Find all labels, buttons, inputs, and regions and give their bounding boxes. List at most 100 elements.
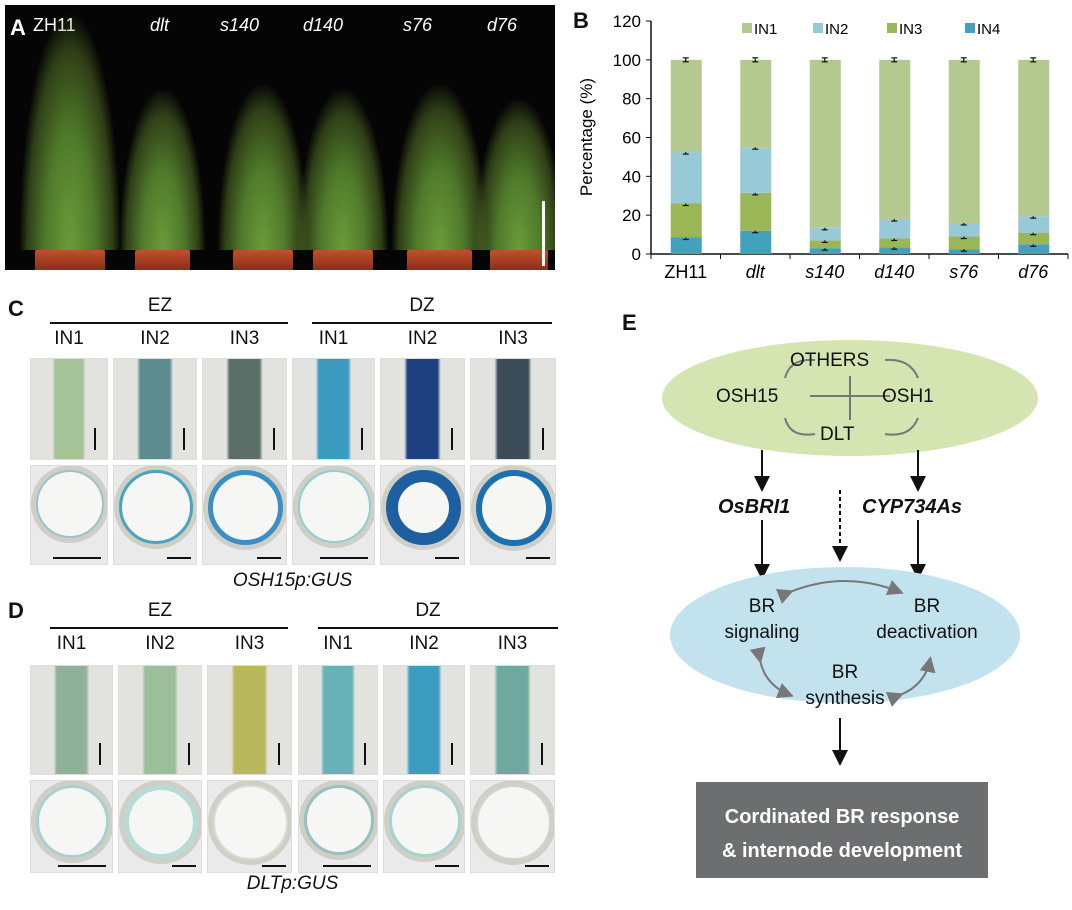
- bar-in4-s140: [809, 248, 841, 254]
- rice-plant: [20, 15, 120, 250]
- cross-section-image: [298, 780, 378, 873]
- bar-in1-s76: [948, 59, 980, 223]
- scale-bar: [451, 743, 453, 765]
- label-osbri1: OsBRI1: [718, 496, 791, 518]
- stem-section: [36, 785, 109, 858]
- y-tick-label: 20: [622, 206, 641, 225]
- error-bar: [752, 57, 759, 63]
- divider-line: [312, 322, 552, 324]
- legend-swatch: [813, 23, 823, 33]
- genotype-label: s140: [220, 15, 260, 35]
- zone-header: DZ: [409, 295, 435, 316]
- stem-section: [208, 470, 283, 545]
- label-others: OTHERS: [790, 350, 870, 371]
- cross-section-image: [383, 780, 465, 873]
- outcome-text: Cordinated BR response & internode develo…: [721, 806, 963, 862]
- internode-label: IN2: [407, 328, 438, 349]
- bar-in4-d140: [879, 247, 911, 254]
- internode-label: IN3: [498, 328, 528, 349]
- scale-bar: [273, 428, 275, 450]
- stem-section: [476, 470, 552, 546]
- legend-label: IN2: [825, 21, 848, 38]
- bar-in3-d140: [879, 238, 911, 248]
- scale-bar: [58, 865, 106, 867]
- scale-bar: [542, 201, 545, 266]
- stem-section: [124, 785, 198, 859]
- bar-in2-d140: [879, 219, 911, 239]
- label-osh1: OSH1: [882, 386, 934, 407]
- legend-label: IN1: [754, 21, 777, 38]
- internode-label: IN2: [140, 328, 170, 349]
- stem-surface-image: [470, 665, 555, 775]
- scale-bar: [257, 557, 281, 559]
- x-tick-label: s140: [805, 262, 844, 282]
- cross-section-image: [202, 465, 287, 565]
- internode-label: IN3: [234, 633, 265, 654]
- error-bar: [960, 57, 967, 63]
- y-tick-label: 120: [613, 12, 641, 31]
- legend-swatch: [887, 23, 897, 33]
- stem-surface-image: [470, 358, 556, 460]
- zone-header: EZ: [147, 600, 173, 621]
- label-osh15: OSH15: [716, 386, 779, 407]
- bar-in3-dlt: [740, 192, 772, 231]
- error-bar: [1030, 57, 1037, 63]
- scale-bar: [183, 428, 185, 450]
- bar-in4-d76: [1018, 244, 1050, 254]
- internode-label: IN1: [323, 633, 353, 654]
- x-tick-label: d76: [1018, 262, 1049, 282]
- bar-in2-dlt: [740, 147, 772, 193]
- bar-in1-dlt: [740, 59, 772, 148]
- reporter-caption: OSH15p:GUS: [232, 570, 353, 591]
- scale-bar: [320, 557, 368, 559]
- bar-in3-d76: [1018, 232, 1050, 245]
- scale-bar: [262, 865, 286, 867]
- internode-label: IN3: [229, 328, 260, 349]
- error-bar: [682, 57, 689, 63]
- cross-section-image: [113, 465, 197, 565]
- cross-section-image: [380, 465, 465, 565]
- scale-bar: [525, 865, 549, 867]
- stem-section: [476, 785, 551, 860]
- rice-plant: [120, 90, 205, 250]
- panel-a-label: A: [10, 15, 26, 40]
- stem-surface-image: [380, 358, 465, 460]
- stem-surface-image: [207, 665, 292, 775]
- x-tick-label: s76: [949, 262, 979, 282]
- legend-swatch: [742, 23, 752, 33]
- bar-in3-s76: [948, 236, 980, 250]
- cross-section-image: [292, 465, 375, 565]
- stem-section: [119, 470, 193, 544]
- scale-bar: [188, 743, 190, 765]
- genotype-label: d140: [303, 15, 344, 35]
- bar-in2-s76: [948, 222, 980, 237]
- internode-label: IN2: [409, 633, 439, 654]
- bar-in3-ZH11: [670, 203, 702, 238]
- pot: [135, 250, 190, 270]
- br-signaling: BR signaling: [724, 596, 800, 643]
- bar-in1-d76: [1018, 59, 1050, 217]
- rice-plant: [218, 85, 308, 250]
- genotype-label: d76: [487, 15, 518, 35]
- scale-bar: [99, 743, 101, 765]
- genotype-label: dlt: [150, 15, 170, 35]
- pot: [490, 250, 548, 270]
- stem-section: [386, 470, 461, 545]
- cross-section-image: [118, 780, 202, 873]
- rice-plant: [298, 90, 388, 250]
- stem-section: [213, 785, 288, 860]
- scale-bar: [451, 428, 453, 450]
- panel-d-label: D: [8, 598, 24, 623]
- br-synthesis: BR synthesis: [805, 662, 885, 709]
- scale-bar: [53, 557, 101, 559]
- legend-label: IN3: [899, 21, 922, 38]
- bar-in1-d140: [879, 59, 911, 220]
- label-cyp734as: CYP734As: [862, 496, 963, 518]
- zone-header: DZ: [415, 600, 441, 621]
- panel-e-label: E: [622, 310, 637, 335]
- cross-section-image: [30, 465, 108, 565]
- y-tick-label: 40: [622, 167, 641, 186]
- rice-plant: [392, 85, 487, 250]
- x-tick-label: dlt: [746, 262, 766, 282]
- reporter-caption: DLTp:GUS: [246, 873, 339, 894]
